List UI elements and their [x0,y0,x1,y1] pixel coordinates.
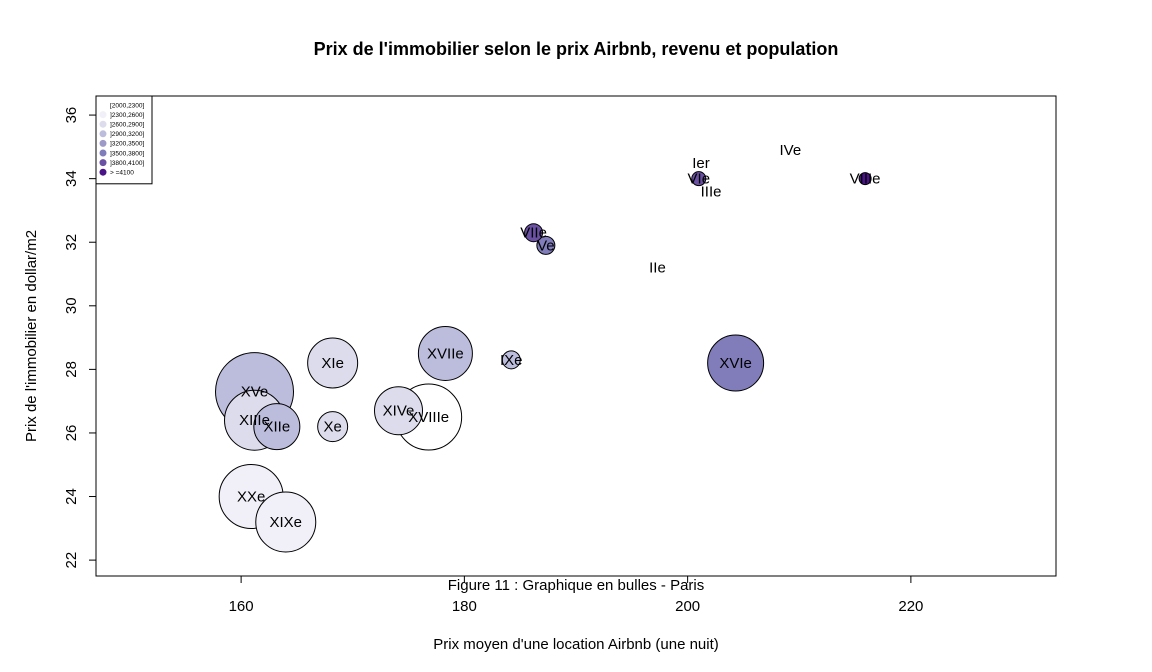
bubble [253,403,301,451]
y-tick-label: 36 [63,107,80,124]
bubble-label: XIIe [263,419,290,436]
y-tick-label: 28 [63,361,80,378]
legend: [2000,2300] ]2300,2600] ]2600,2900] ]2900,3… [95,95,153,185]
legend-swatch [99,159,107,167]
bubble-label: IIe [649,260,666,277]
bubble [691,171,707,187]
bubble-label: XVIIe [427,345,464,362]
bubbles: IerIIeIIIeIVeVeVIeVIIeVIIIeIXeXeXIeXIIeX… [215,142,881,553]
bubble-label: XIe [321,355,344,372]
y-tick-label: 32 [63,234,80,251]
bubble-label: Xe [323,419,341,436]
y-tick-label: 22 [63,552,80,569]
bubble [536,235,556,255]
legend-swatch [99,120,107,128]
bubble [317,411,349,443]
bubble-label: XIXe [270,514,303,531]
x-tick-label: 180 [452,598,477,615]
legend-label: ]2600,2900] [110,122,145,129]
bubble-label: XIVe [383,403,415,420]
legend-label: > =4100 [110,170,134,177]
bubble-label: VIIe [520,225,547,242]
bubble-label: XIIIe [239,412,270,429]
y-axis: 22 24 26 28 30 32 34 36 [63,107,97,569]
legend-swatch [99,130,107,138]
legend-swatch [99,111,107,119]
chart-title: Prix de l'immobilier selon le prix Airbn… [314,39,839,59]
x-tick-label: 160 [229,598,254,615]
legend-swatch [99,101,107,109]
bubble-label: VIe [688,171,711,188]
legend-box [95,95,153,185]
x-axis: 160 180 200 220 [229,575,923,615]
legend-swatch [99,168,107,176]
legend-label: [2000,2300] [110,102,145,109]
bubble-label: IIIe [701,183,722,200]
bubble-label: Ier [692,155,710,172]
bubble [417,325,473,381]
bubble [307,337,359,389]
bubble-label: XVIIIe [408,409,449,426]
legend-swatch [99,139,107,147]
bubble-label: IXe [500,352,523,369]
bubble [255,491,317,553]
bubble-label: XVe [241,384,269,401]
bubble-label: XVIe [719,355,752,372]
legend-swatch [99,149,107,157]
y-tick-label: 30 [63,297,80,314]
bubble [374,386,424,436]
bubble [858,172,872,186]
x-tick-label: 200 [675,598,700,615]
bubble-label: XXe [237,489,265,506]
bubble [501,350,521,370]
legend-label: ]3500,3800] [110,150,145,157]
y-tick-label: 26 [63,425,80,442]
y-tick-label: 34 [63,170,80,187]
bubble [707,334,765,392]
bubble-label: Ve [537,237,555,254]
y-tick-label: 24 [63,488,80,505]
bubble-label: IVe [779,142,801,159]
legend-label: ]2900,3200] [110,131,145,138]
y-axis-label: Prix de l'immobilier en dollar/m2 [23,230,40,442]
x-tick-label: 220 [898,598,923,615]
bubble-label: VIIIe [850,171,881,188]
x-axis-label: Prix moyen d'une location Airbnb (une nu… [433,636,719,653]
bubble [524,223,544,243]
legend-label: ]3800,4100] [110,160,145,167]
legend-label: ]3200,3500] [110,141,145,148]
legend-label: ]2300,2600] [110,112,145,119]
figure-caption: Figure 11 : Graphique en bulles - Paris [448,577,705,594]
